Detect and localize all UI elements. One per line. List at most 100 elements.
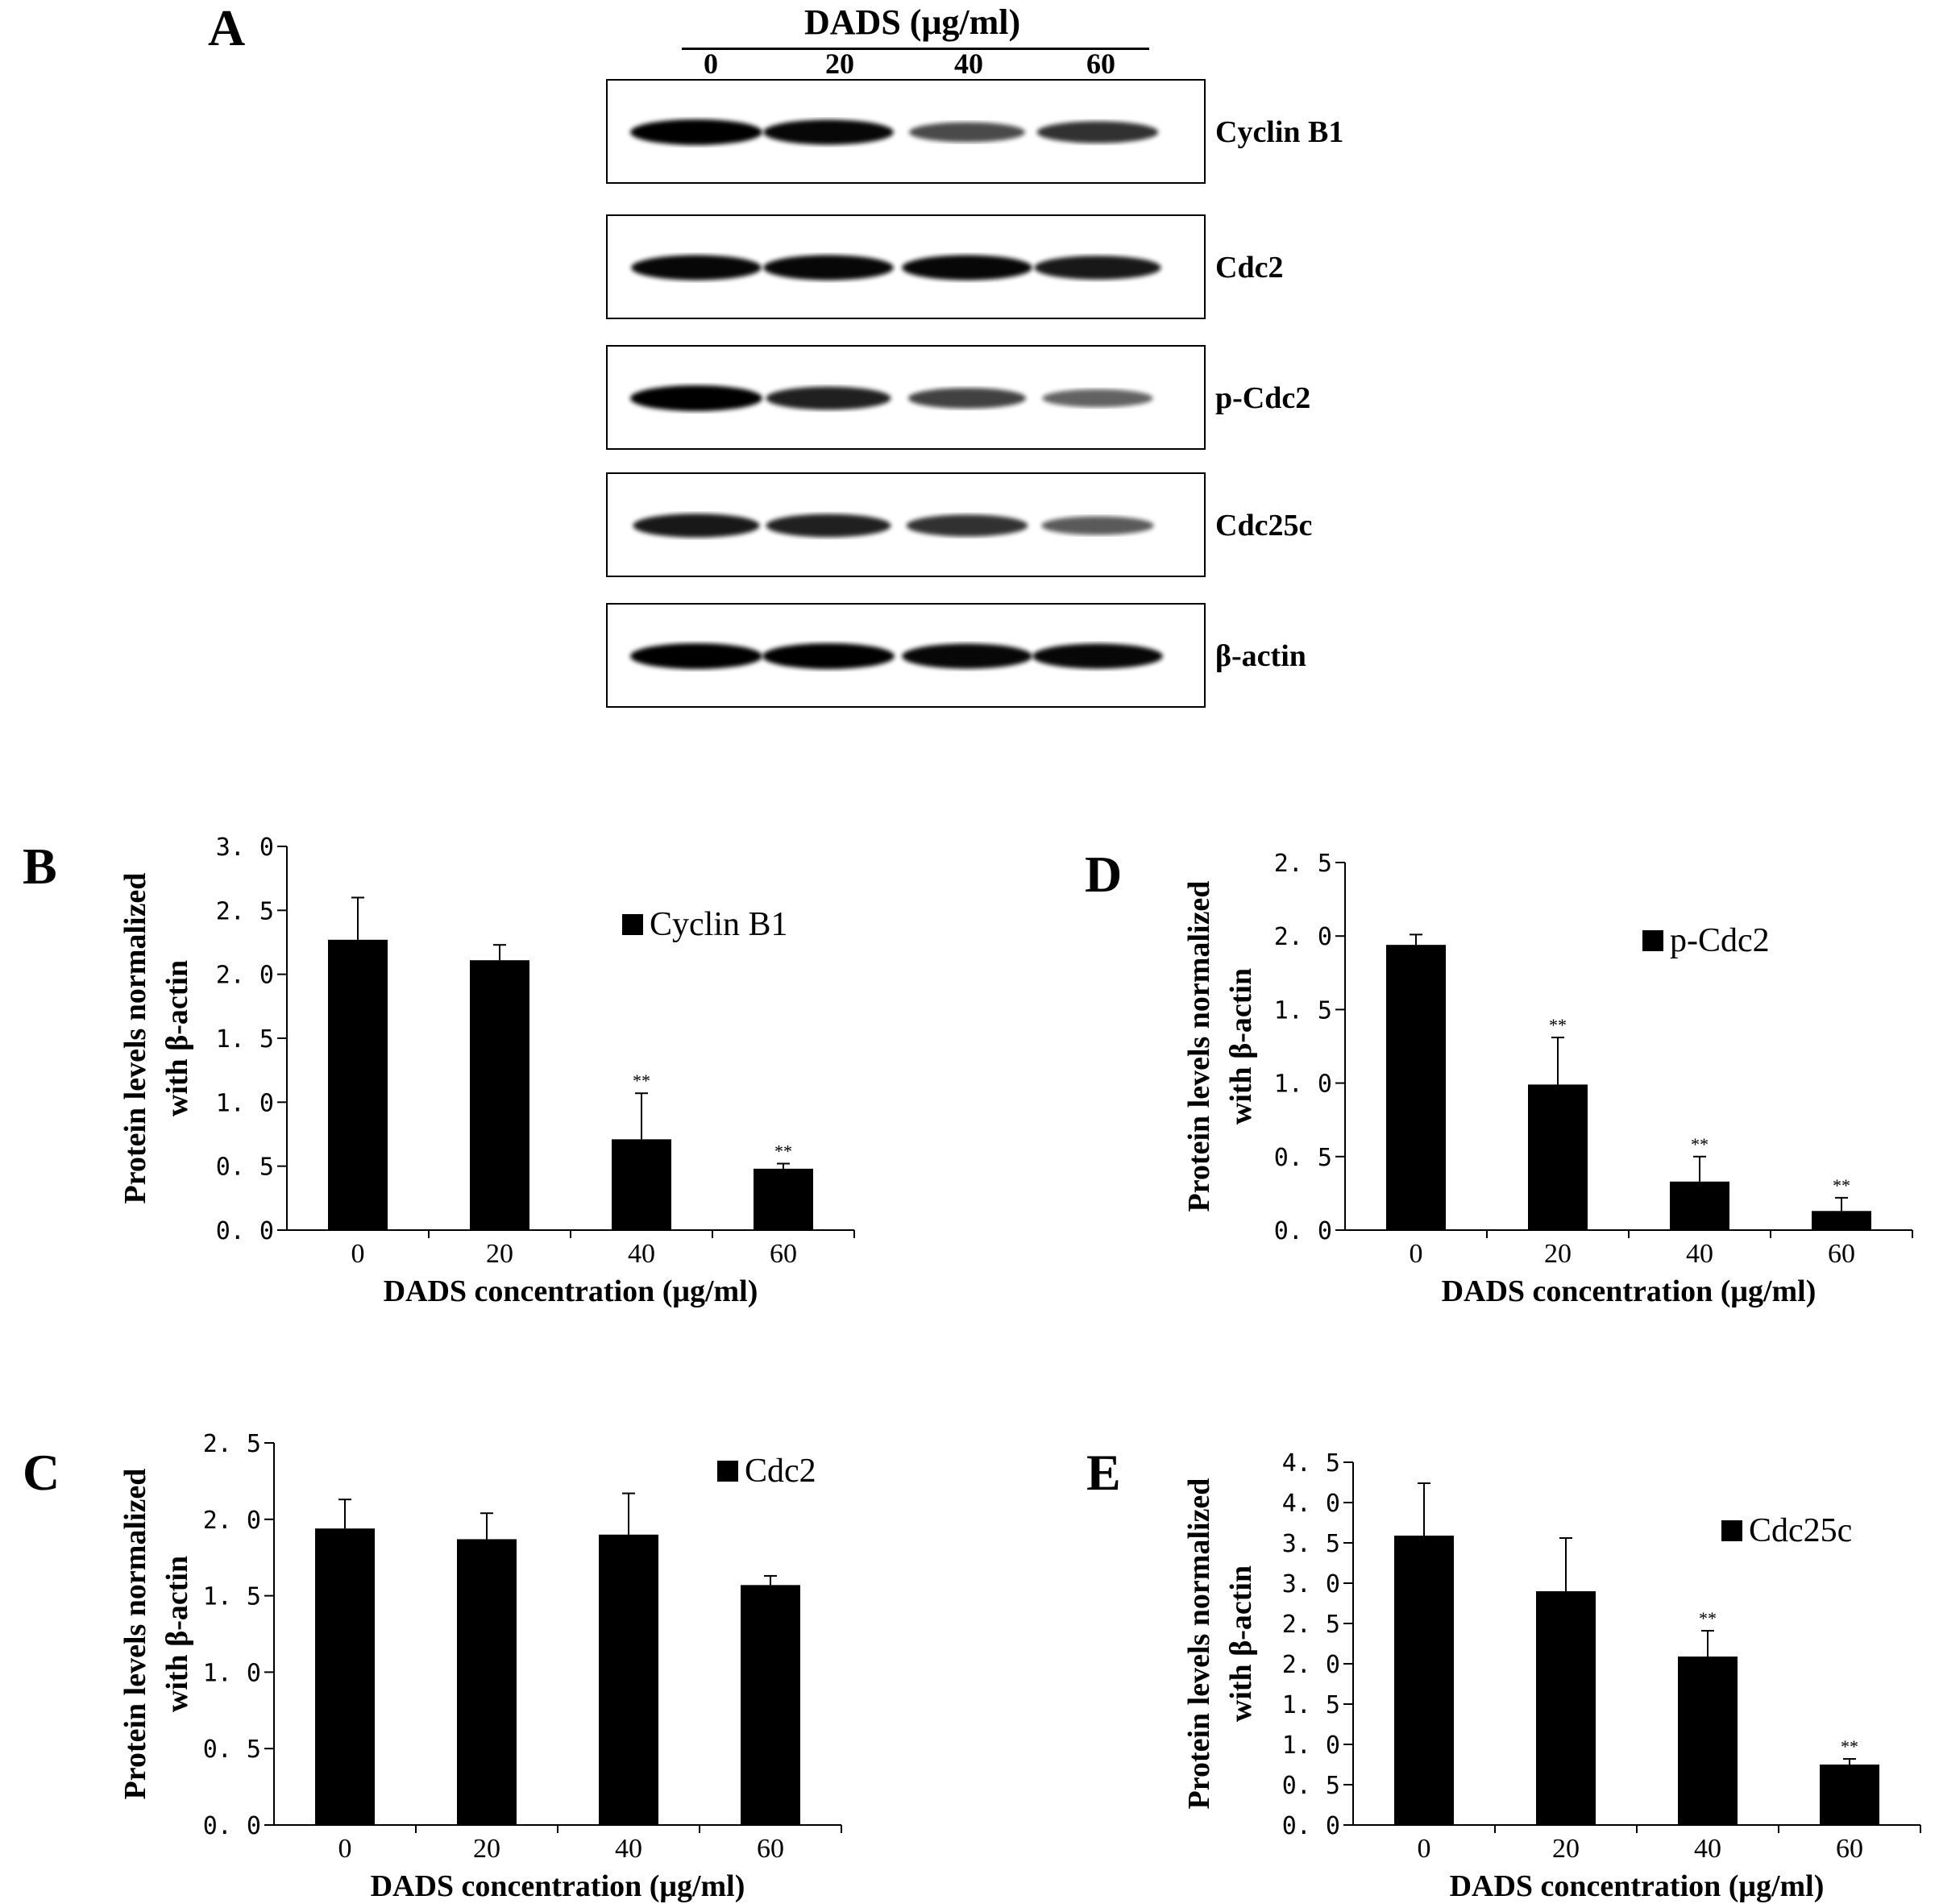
x-tick-label: 40	[615, 1834, 642, 1864]
y-axis-title-line1: Protein levels normalized	[118, 1469, 152, 1800]
legend-label: Cdc2	[745, 1453, 816, 1490]
panel-letter-d: D	[1085, 846, 1123, 903]
y-tick-label: 2. 5	[216, 897, 274, 925]
y-tick-label: 1. 5	[216, 1025, 274, 1054]
significance-mark: **	[1833, 1175, 1850, 1195]
bar	[1812, 1211, 1871, 1230]
blot-band	[1041, 516, 1154, 535]
blot-label: Cyclin B1	[1215, 115, 1344, 149]
y-axis-title-line2: with β-actin	[160, 960, 194, 1116]
legend-label: Cdc25c	[1749, 1512, 1852, 1549]
bar	[470, 960, 529, 1230]
x-tick-label: 40	[1686, 1239, 1713, 1269]
x-tick-label: 20	[486, 1239, 513, 1269]
lane-label: 40	[954, 48, 983, 80]
blot-band	[1034, 256, 1161, 280]
y-axis-title-line2: with β-actin	[1224, 1565, 1258, 1722]
x-tick-label: 40	[1694, 1834, 1721, 1864]
y-tick-label: 0. 5	[203, 1736, 261, 1764]
bar	[612, 1139, 671, 1230]
lane-label: 0	[704, 48, 718, 80]
x-axis-title: DADS concentration (μg/ml)	[1442, 1274, 1817, 1308]
x-tick-label: 60	[1836, 1834, 1863, 1864]
x-tick-label: 20	[1552, 1834, 1580, 1864]
x-tick-label: 60	[1828, 1239, 1855, 1269]
panel-letter-a: A	[208, 0, 246, 56]
blot-band	[763, 255, 894, 281]
x-tick-label: 40	[628, 1239, 655, 1269]
y-tick-label: 1. 5	[1282, 1691, 1340, 1719]
bar-chart-cyclin-b1: 0. 0 0. 5 1. 0 1. 5 2. 0 2. 5 3. 0 0 20 ** 40 ** 60 D…	[118, 834, 855, 1308]
blot-band	[630, 119, 762, 145]
blot-band	[630, 643, 762, 669]
lane-label: 60	[1086, 48, 1115, 80]
blot-band	[762, 643, 895, 669]
significance-mark: **	[1549, 1015, 1567, 1035]
y-tick-label: 1. 0	[203, 1659, 261, 1687]
significance-mark: **	[1699, 1608, 1717, 1628]
y-tick-label: 2. 5	[1274, 850, 1332, 878]
y-tick-label: 2. 0	[1282, 1651, 1340, 1679]
y-tick-label: 0. 0	[203, 1812, 261, 1840]
panel-letter-c: C	[23, 1444, 60, 1501]
y-tick-label: 0. 5	[216, 1154, 274, 1182]
y-tick-label: 3. 0	[216, 834, 274, 862]
bar	[741, 1585, 800, 1825]
blot-box	[606, 79, 1206, 184]
bar-chart-cdc25c: 0. 0 0. 5 1. 0 1. 5 2. 0 2. 5 3. 0 3. 5 4. 0 4. 5…	[1182, 1449, 1921, 1903]
y-tick-label: 0. 0	[1274, 1217, 1332, 1245]
blot-label: β-actin	[1215, 639, 1306, 673]
bar	[328, 939, 388, 1230]
blot-band	[908, 122, 1026, 143]
blot-label: Cdc25c	[1215, 509, 1313, 543]
blot-band	[766, 386, 891, 410]
panel-letter-e: E	[1086, 1444, 1121, 1501]
x-tick-label: 0	[338, 1834, 352, 1864]
bar	[1670, 1181, 1729, 1230]
legend-label: p-Cdc2	[1670, 922, 1770, 959]
y-tick-label: 0. 0	[216, 1217, 274, 1245]
blot-band	[902, 255, 1032, 281]
blot-band	[633, 513, 760, 538]
y-tick-label: 2. 5	[203, 1430, 261, 1458]
blot-band	[631, 255, 762, 281]
blot-band	[630, 385, 762, 411]
bar	[754, 1168, 813, 1230]
y-tick-label: 2. 0	[1274, 923, 1332, 951]
blot-band	[763, 119, 894, 145]
significance-mark: **	[633, 1070, 650, 1091]
legend-swatch	[1721, 1520, 1742, 1541]
x-tick-label: 0	[351, 1239, 365, 1269]
y-tick-label: 4. 5	[1282, 1449, 1340, 1478]
blot-band	[766, 513, 891, 538]
bar-chart-cdc2: 0. 0 0. 5 1. 0 1. 5 2. 0 2. 5 0 20 40 60 DADS conc…	[118, 1430, 842, 1903]
y-tick-label: 1. 5	[1274, 996, 1332, 1025]
x-axis-title: DADS concentration (μg/ml)	[1450, 1869, 1825, 1903]
y-axis-title-line2: with β-actin	[1224, 968, 1258, 1125]
lane-label: 20	[825, 48, 854, 80]
blot-band	[1036, 121, 1159, 143]
blot-band	[907, 388, 1027, 409]
significance-mark: **	[1841, 1736, 1858, 1756]
bar	[1528, 1084, 1588, 1230]
blot-label: p-Cdc2	[1215, 381, 1311, 415]
y-tick-label: 0. 5	[1282, 1772, 1340, 1800]
bar	[1394, 1536, 1454, 1825]
x-tick-label: 0	[1418, 1834, 1431, 1864]
x-tick-label: 0	[1410, 1239, 1423, 1269]
legend-swatch	[622, 914, 643, 935]
blot-band	[906, 514, 1028, 537]
x-axis-title: DADS concentration (μg/ml)	[371, 1869, 745, 1903]
y-tick-label: 2. 0	[203, 1507, 261, 1535]
bar	[315, 1528, 375, 1825]
blot-label: Cdc2	[1215, 251, 1284, 285]
y-tick-label: 3. 0	[1282, 1570, 1340, 1598]
blot-box	[606, 603, 1206, 708]
y-tick-label: 1. 0	[1274, 1070, 1332, 1099]
blot-box	[606, 214, 1206, 319]
panel-letter-b: B	[23, 838, 57, 895]
bar	[1678, 1657, 1738, 1825]
blot-band	[1042, 389, 1153, 408]
y-axis-title-line1: Protein levels normalized	[1182, 881, 1216, 1212]
legend-label: Cyclin B1	[650, 906, 788, 943]
